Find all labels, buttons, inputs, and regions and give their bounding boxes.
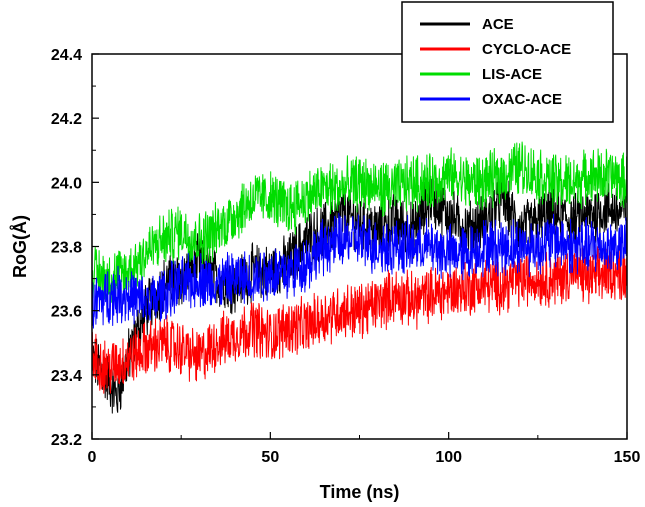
legend-label: ACE [482,16,514,33]
legend-label: CYCLO-ACE [482,41,571,58]
x-axis-title: Time (ns) [320,482,400,502]
legend-label: LIS-ACE [482,66,542,83]
legend-box [401,1,614,123]
x-tick-label: 100 [435,449,462,466]
y-tick-label: 24.2 [51,111,82,128]
y-tick-label: 24.0 [51,175,82,192]
x-tick-label: 150 [614,449,641,466]
series-line-oxac-ace [91,212,628,329]
x-tick-label: 0 [88,449,97,466]
series-line-cyclo-ace [91,246,628,394]
x-tick-label: 50 [261,449,279,466]
y-axis-title: RoG(Å) [10,215,30,278]
y-tick-label: 24.4 [51,47,82,64]
series-layer [91,141,628,414]
y-tick-label: 23.8 [51,240,82,257]
y-tick-label: 23.4 [51,368,82,385]
legend-label: OXAC-ACE [482,91,562,108]
y-tick-label: 23.2 [51,432,82,449]
ticks-layer: 0 50 100 150 23.2 23.4 23.6 23.8 24.0 24.2 24.4 [51,47,641,466]
legend: ACE CYCLO-ACE LIS-ACE OXAC-ACE [401,1,614,123]
series-line-lis-ace [91,141,628,308]
y-tick-label: 23.6 [51,304,82,321]
